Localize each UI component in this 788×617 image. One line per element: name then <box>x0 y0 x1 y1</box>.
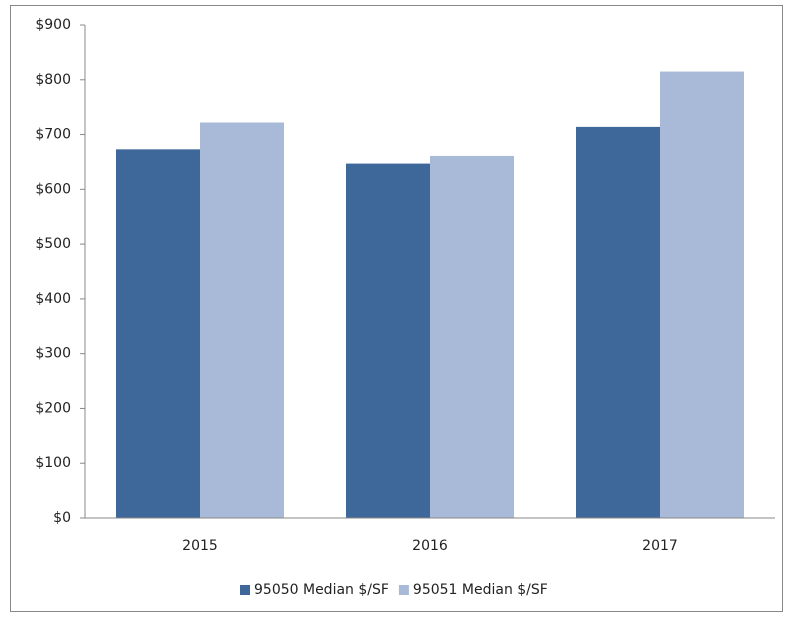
legend-swatch <box>240 585 250 595</box>
y-tick-label: $500 <box>35 236 71 252</box>
legend-label: 95051 Median $/SF <box>413 582 548 598</box>
y-tick-label: $600 <box>35 181 71 197</box>
y-tick-label: $400 <box>35 291 71 307</box>
bar <box>116 149 200 518</box>
bar <box>346 163 430 519</box>
bar <box>576 126 660 519</box>
y-tick-label: $800 <box>35 72 71 88</box>
y-tick-label: $700 <box>35 127 71 143</box>
x-tick-label: 2017 <box>642 538 678 554</box>
y-tick-label: $0 <box>53 510 71 526</box>
legend-swatch <box>398 585 409 595</box>
bar <box>660 71 744 519</box>
y-tick-label: $300 <box>35 346 71 362</box>
y-tick-label: $200 <box>35 400 71 416</box>
y-tick-label: $900 <box>35 17 71 33</box>
bar <box>200 122 284 518</box>
bar <box>430 155 514 518</box>
legend-label: 95050 Median $/SF <box>254 582 389 598</box>
x-tick-label: 2016 <box>412 538 448 554</box>
y-tick-label: $100 <box>35 455 71 471</box>
x-tick-label: 2015 <box>182 538 218 554</box>
